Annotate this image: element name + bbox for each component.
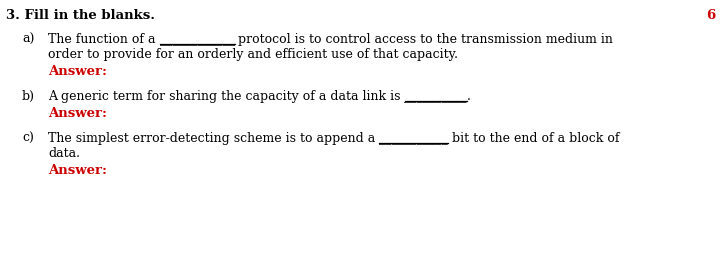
Text: ___________: ___________: [379, 132, 448, 145]
Text: The function of a: The function of a: [48, 33, 159, 46]
Text: Answer:: Answer:: [48, 163, 107, 176]
Text: b): b): [22, 90, 35, 103]
Text: Answer:: Answer:: [48, 107, 107, 120]
Text: A generic term for sharing the capacity of a data link is: A generic term for sharing the capacity …: [48, 90, 404, 103]
Text: 6: 6: [706, 9, 715, 22]
Text: order to provide for an orderly and efficient use of that capacity.: order to provide for an orderly and effi…: [48, 48, 458, 61]
Text: Answer:: Answer:: [48, 65, 107, 78]
Text: a): a): [22, 33, 35, 46]
Text: 3. Fill in the blanks.: 3. Fill in the blanks.: [6, 9, 155, 22]
Text: bit to the end of a block of: bit to the end of a block of: [448, 132, 619, 145]
Text: data.: data.: [48, 146, 80, 159]
Text: ____________: ____________: [159, 33, 234, 46]
Text: .: .: [467, 90, 471, 103]
Text: The simplest error-detecting scheme is to append a: The simplest error-detecting scheme is t…: [48, 132, 379, 145]
Text: __________: __________: [404, 90, 467, 103]
Text: protocol is to control access to the transmission medium in: protocol is to control access to the tra…: [234, 33, 614, 46]
Text: c): c): [22, 132, 34, 145]
